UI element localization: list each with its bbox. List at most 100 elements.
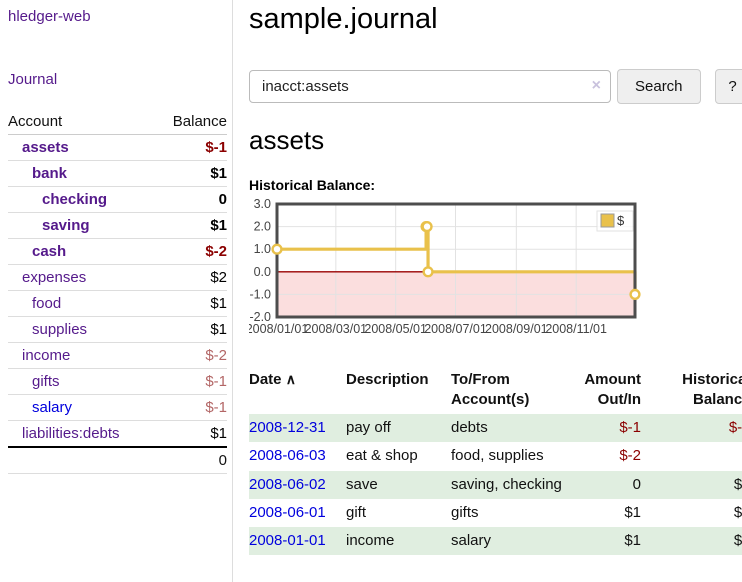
svg-text:2008/03/01: 2008/03/01 [305, 322, 368, 336]
account-link-expenses[interactable]: expenses [22, 269, 87, 286]
transaction-accounts: gifts [451, 503, 479, 521]
accounts-column-header: To/From Account(s) [451, 370, 530, 408]
account-balance: $-1 [155, 368, 227, 395]
account-link-food[interactable]: food [32, 295, 62, 312]
transaction-description: income [346, 532, 395, 550]
sidebar: hledger-web Journal Account Balance asse… [0, 0, 233, 582]
page-title: sample.journal [249, 3, 438, 35]
table-row: supplies $1 [8, 316, 227, 343]
table-row: 2008-06-02 save saving, checking 0 $2 [249, 470, 742, 499]
transaction-date-link[interactable]: 2008-06-03 [249, 447, 326, 465]
account-link-saving[interactable]: saving [42, 217, 90, 234]
chart-canvas: 3.0 2.0 1.0 0.0 -1.0 -2.02008/01/012008/03/01… [246, 197, 641, 336]
app-title-link[interactable]: hledger-web [8, 8, 91, 25]
account-balance: 0 [155, 186, 227, 213]
table-row: 2008-12-31 pay off debts $-1 $-1 [249, 414, 742, 443]
svg-text:2008/11/01: 2008/11/01 [545, 322, 607, 336]
svg-text:1.0: 1.0 [254, 242, 271, 256]
table-row: expenses $2 [8, 264, 227, 291]
svg-text:2008/01/01: 2008/01/01 [249, 322, 308, 336]
transaction-accounts: food, supplies [451, 447, 544, 465]
transaction-description: pay off [346, 419, 391, 437]
description-column-header: Description [346, 370, 429, 388]
account-balance: $2 [155, 264, 227, 291]
balance-column-header: Balance [155, 109, 227, 135]
account-balance: $-1 [155, 134, 227, 161]
register-table: Date ∧ Description To/From Account(s) Am… [249, 368, 742, 556]
account-balance: $-2 [155, 238, 227, 265]
transaction-description: eat & shop [346, 447, 418, 465]
svg-text:2008/09/01: 2008/09/01 [485, 322, 548, 336]
account-balance: $-2 [155, 342, 227, 369]
table-row: food $1 [8, 290, 227, 317]
transaction-description: gift [346, 503, 367, 521]
search-input[interactable] [249, 69, 611, 103]
transaction-balance: 0 [641, 442, 742, 470]
sort-asc-icon: ∧ [285, 370, 296, 387]
account-link-liabilities-debts[interactable]: liabilities:debts [22, 425, 120, 442]
transaction-date-link[interactable]: 2008-01-01 [249, 532, 326, 550]
table-row: assets $-1 [8, 134, 227, 161]
svg-text:0.0: 0.0 [254, 264, 271, 278]
transaction-amount: $-1 [619, 419, 641, 437]
table-row: gifts $-1 [8, 368, 227, 395]
account-link-cash[interactable]: cash [32, 243, 67, 260]
transaction-amount: $-2 [619, 447, 641, 465]
account-balance: $1 [155, 160, 227, 187]
date-column-header[interactable]: Date ∧ [249, 370, 296, 388]
accounts-total-value: 0 [155, 446, 227, 474]
svg-text:2.0: 2.0 [254, 219, 271, 233]
transaction-accounts: debts [451, 419, 488, 437]
main-content: sample.journal × Search ? assets Histori… [233, 0, 742, 582]
account-balance: $-1 [155, 394, 227, 421]
svg-text:$: $ [617, 213, 625, 228]
account-link-gifts[interactable]: gifts [32, 373, 60, 390]
account-link-checking[interactable]: checking [42, 191, 108, 208]
transaction-balance: $1 [733, 532, 742, 550]
accounts-column-header: Account [8, 109, 156, 135]
table-row: checking 0 [8, 186, 227, 213]
svg-text:-1.0: -1.0 [249, 287, 271, 301]
account-heading: assets [249, 124, 325, 155]
table-row: 2008-06-03 eat & shop food, supplies $-2… [249, 442, 742, 470]
table-row: 2008-06-01 gift gifts $1 $2 [249, 499, 742, 527]
transaction-date-link[interactable]: 2008-06-02 [249, 475, 326, 493]
accounts-total-row: 0 [8, 446, 227, 474]
account-link-bank[interactable]: bank [32, 165, 68, 182]
table-row: liabilities:debts $1 [8, 420, 227, 448]
table-row: cash $-2 [8, 238, 227, 265]
table-row: bank $1 [8, 160, 227, 187]
svg-text:2008/07/01: 2008/07/01 [424, 322, 487, 336]
svg-text:3.0: 3.0 [254, 198, 271, 211]
accounts-balance-table: Account Balance assets $-1 bank $1 check… [8, 109, 227, 474]
transaction-amount: 0 [632, 475, 641, 493]
transaction-date-link[interactable]: 2008-12-31 [249, 419, 326, 437]
account-link-assets[interactable]: assets [22, 139, 69, 156]
transaction-date-link[interactable]: 2008-06-01 [249, 503, 326, 521]
account-link-supplies[interactable]: supplies [32, 321, 88, 338]
transaction-accounts: salary [451, 532, 492, 550]
search-button[interactable]: Search [617, 68, 701, 104]
transaction-balance: $2 [733, 475, 742, 493]
search-form: × Search ? [249, 68, 742, 104]
account-balance: $1 [155, 290, 227, 317]
account-balance: $1 [155, 316, 227, 343]
account-link-income[interactable]: income [22, 347, 71, 364]
sidebar-item-journal[interactable]: Journal [8, 71, 58, 88]
svg-text:2008/05/01: 2008/05/01 [364, 322, 427, 336]
account-balance: $1 [155, 212, 227, 239]
historical-balance-chart: 3.0 2.0 1.0 0.0 -1.0 -2.0 2008/01/01 2008/03/01… [246, 197, 742, 344]
transaction-balance: $2 [733, 503, 742, 521]
help-button[interactable]: ? [714, 68, 742, 104]
clear-search-icon[interactable]: × [591, 76, 601, 94]
table-row: salary $-1 [8, 394, 227, 421]
account-balance: $1 [155, 420, 227, 448]
transaction-balance: $-1 [728, 419, 742, 437]
account-link-salary[interactable]: salary [32, 399, 73, 416]
transaction-accounts: saving, checking [451, 475, 562, 493]
table-row: saving $1 [8, 212, 227, 239]
table-row: 2008-01-01 income salary $1 $1 [249, 527, 742, 556]
transaction-amount: $1 [624, 503, 641, 521]
svg-text:-2.0: -2.0 [249, 310, 271, 324]
